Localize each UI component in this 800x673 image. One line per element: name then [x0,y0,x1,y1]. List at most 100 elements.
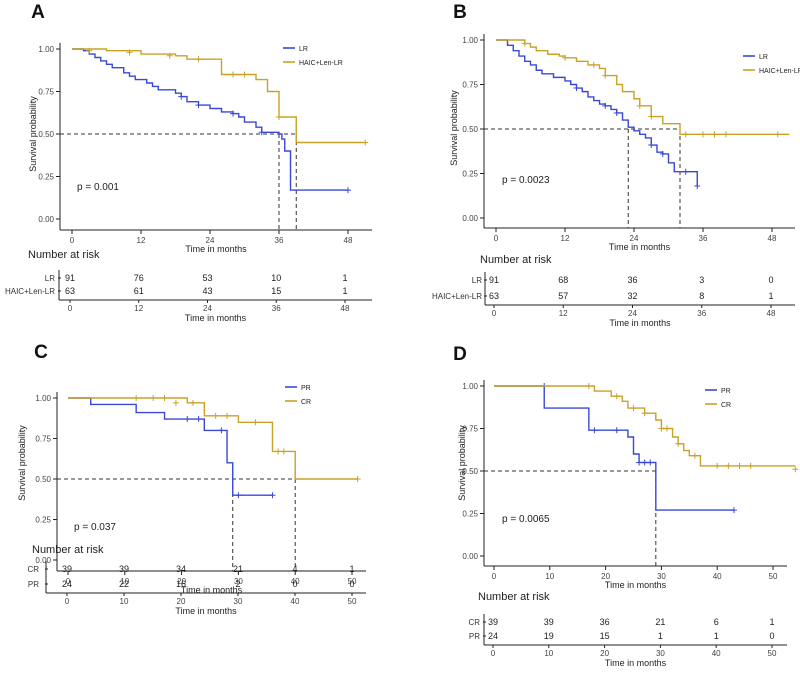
censor-mark [126,49,133,56]
censor-mark [602,102,609,109]
risk-count: 43 [202,286,212,296]
y-axis-title: Survival probability [449,90,459,166]
y-tick-label: 0.75 [462,81,478,90]
censor-mark [747,462,754,469]
risk-table-xlabel: Time in months [609,318,671,328]
risk-row-label: LR [45,274,55,283]
risk-count: 21 [655,617,665,627]
p-value: p = 0.037 [74,522,116,533]
risk-count: 53 [202,273,212,283]
censor-mark [521,40,528,47]
risk-time-label: 48 [341,304,350,313]
risk-time-label: 40 [291,597,300,606]
legend-label: PR [301,385,311,392]
censor-mark [648,142,655,149]
censor-mark [150,395,157,401]
x-axis-title: Time in months [605,580,667,590]
risk-time-label: 36 [697,309,706,318]
x-tick-label: 40 [291,577,300,586]
risk-table-xlabel: Time in months [175,606,237,616]
risk-time-label: 0 [68,304,73,313]
risk-time-label: 0 [491,649,496,658]
censor-mark [252,419,259,426]
censor-mark [178,93,185,100]
censor-mark [354,476,361,482]
censor-mark [613,427,620,434]
risk-row-label: CR [27,565,39,574]
x-tick-label: 36 [275,236,284,245]
censor-mark [585,383,592,389]
risk-table-xlabel: Time in months [605,658,667,668]
panel-b: B 0.00 0.25 0.50 0.75 1.00 0 12 24 36 48 Time in mo… [432,2,800,328]
legend-label: CR [721,402,731,409]
risk-count: 39 [544,617,554,627]
censor-mark [630,405,637,412]
risk-time-label: 12 [134,304,143,313]
censor-mark [86,47,93,54]
risk-row-label: PR [28,580,39,589]
censor-mark [562,54,568,61]
censor-mark [636,459,643,466]
y-tick-label: 1.00 [38,45,54,54]
risk-time-label: 50 [348,597,357,606]
risk-count: 10 [271,273,281,283]
censor-mark [691,452,698,459]
risk-count: 91 [489,275,499,285]
x-tick-label: 48 [344,236,353,245]
y-tick-label: 0.50 [38,130,54,139]
legend-label: HAIC+Len-LR [759,68,800,75]
risk-time-label: 0 [492,309,497,318]
y-axis-title: Survival probability [457,425,467,501]
x-tick-label: 48 [768,234,777,243]
risk-count: 4 [292,564,297,574]
censor-mark [774,131,781,138]
risk-count: 0 [349,579,354,589]
censor-mark [230,110,236,117]
risk-time-label: 24 [203,304,212,313]
risk-count: 24 [488,631,498,641]
censor-mark [212,412,219,419]
censor-mark [189,399,196,406]
risk-row-label: HAIC+Len-LR [432,292,482,301]
risk-time-label: 36 [272,304,281,313]
risk-table-title: Number at risk [32,544,104,556]
risk-count: 36 [600,617,610,627]
risk-row-label: HAIC+Len-LR [5,287,55,296]
censor-mark [172,399,179,406]
x-tick-label: 0 [492,572,497,581]
survival-curve-cr [494,385,796,467]
risk-count: 39 [488,617,498,627]
panel-label: B [453,2,467,23]
x-tick-label: 12 [137,236,146,245]
risk-count: 16 [176,579,186,589]
y-tick-label: 0.75 [462,425,478,434]
censor-mark [235,492,242,499]
censor-mark [602,72,609,79]
censor-mark [648,113,655,120]
survival-curve-pr [494,385,734,511]
censor-mark [166,52,173,59]
risk-count: 1 [714,631,719,641]
risk-count: 8 [699,291,704,301]
censor-mark [224,412,231,419]
risk-time-label: 24 [628,309,637,318]
p-value: p = 0.0065 [502,514,550,525]
y-tick-label: 0.50 [462,467,478,476]
risk-count: 1 [768,291,773,301]
risk-count: 1 [342,273,347,283]
y-axis-title: Survival probability [28,96,38,172]
risk-time-label: 30 [234,597,243,606]
censor-mark [276,114,282,120]
risk-count: 1 [342,286,347,296]
censor-mark [218,427,225,434]
p-value: p = 0.001 [77,182,119,193]
risk-time-label: 20 [600,649,609,658]
legend-label: LR [299,46,308,53]
panel-label: A [31,2,45,23]
y-tick-label: 0.25 [462,510,478,519]
censor-mark [362,139,369,146]
y-tick-label: 0.75 [35,435,51,444]
